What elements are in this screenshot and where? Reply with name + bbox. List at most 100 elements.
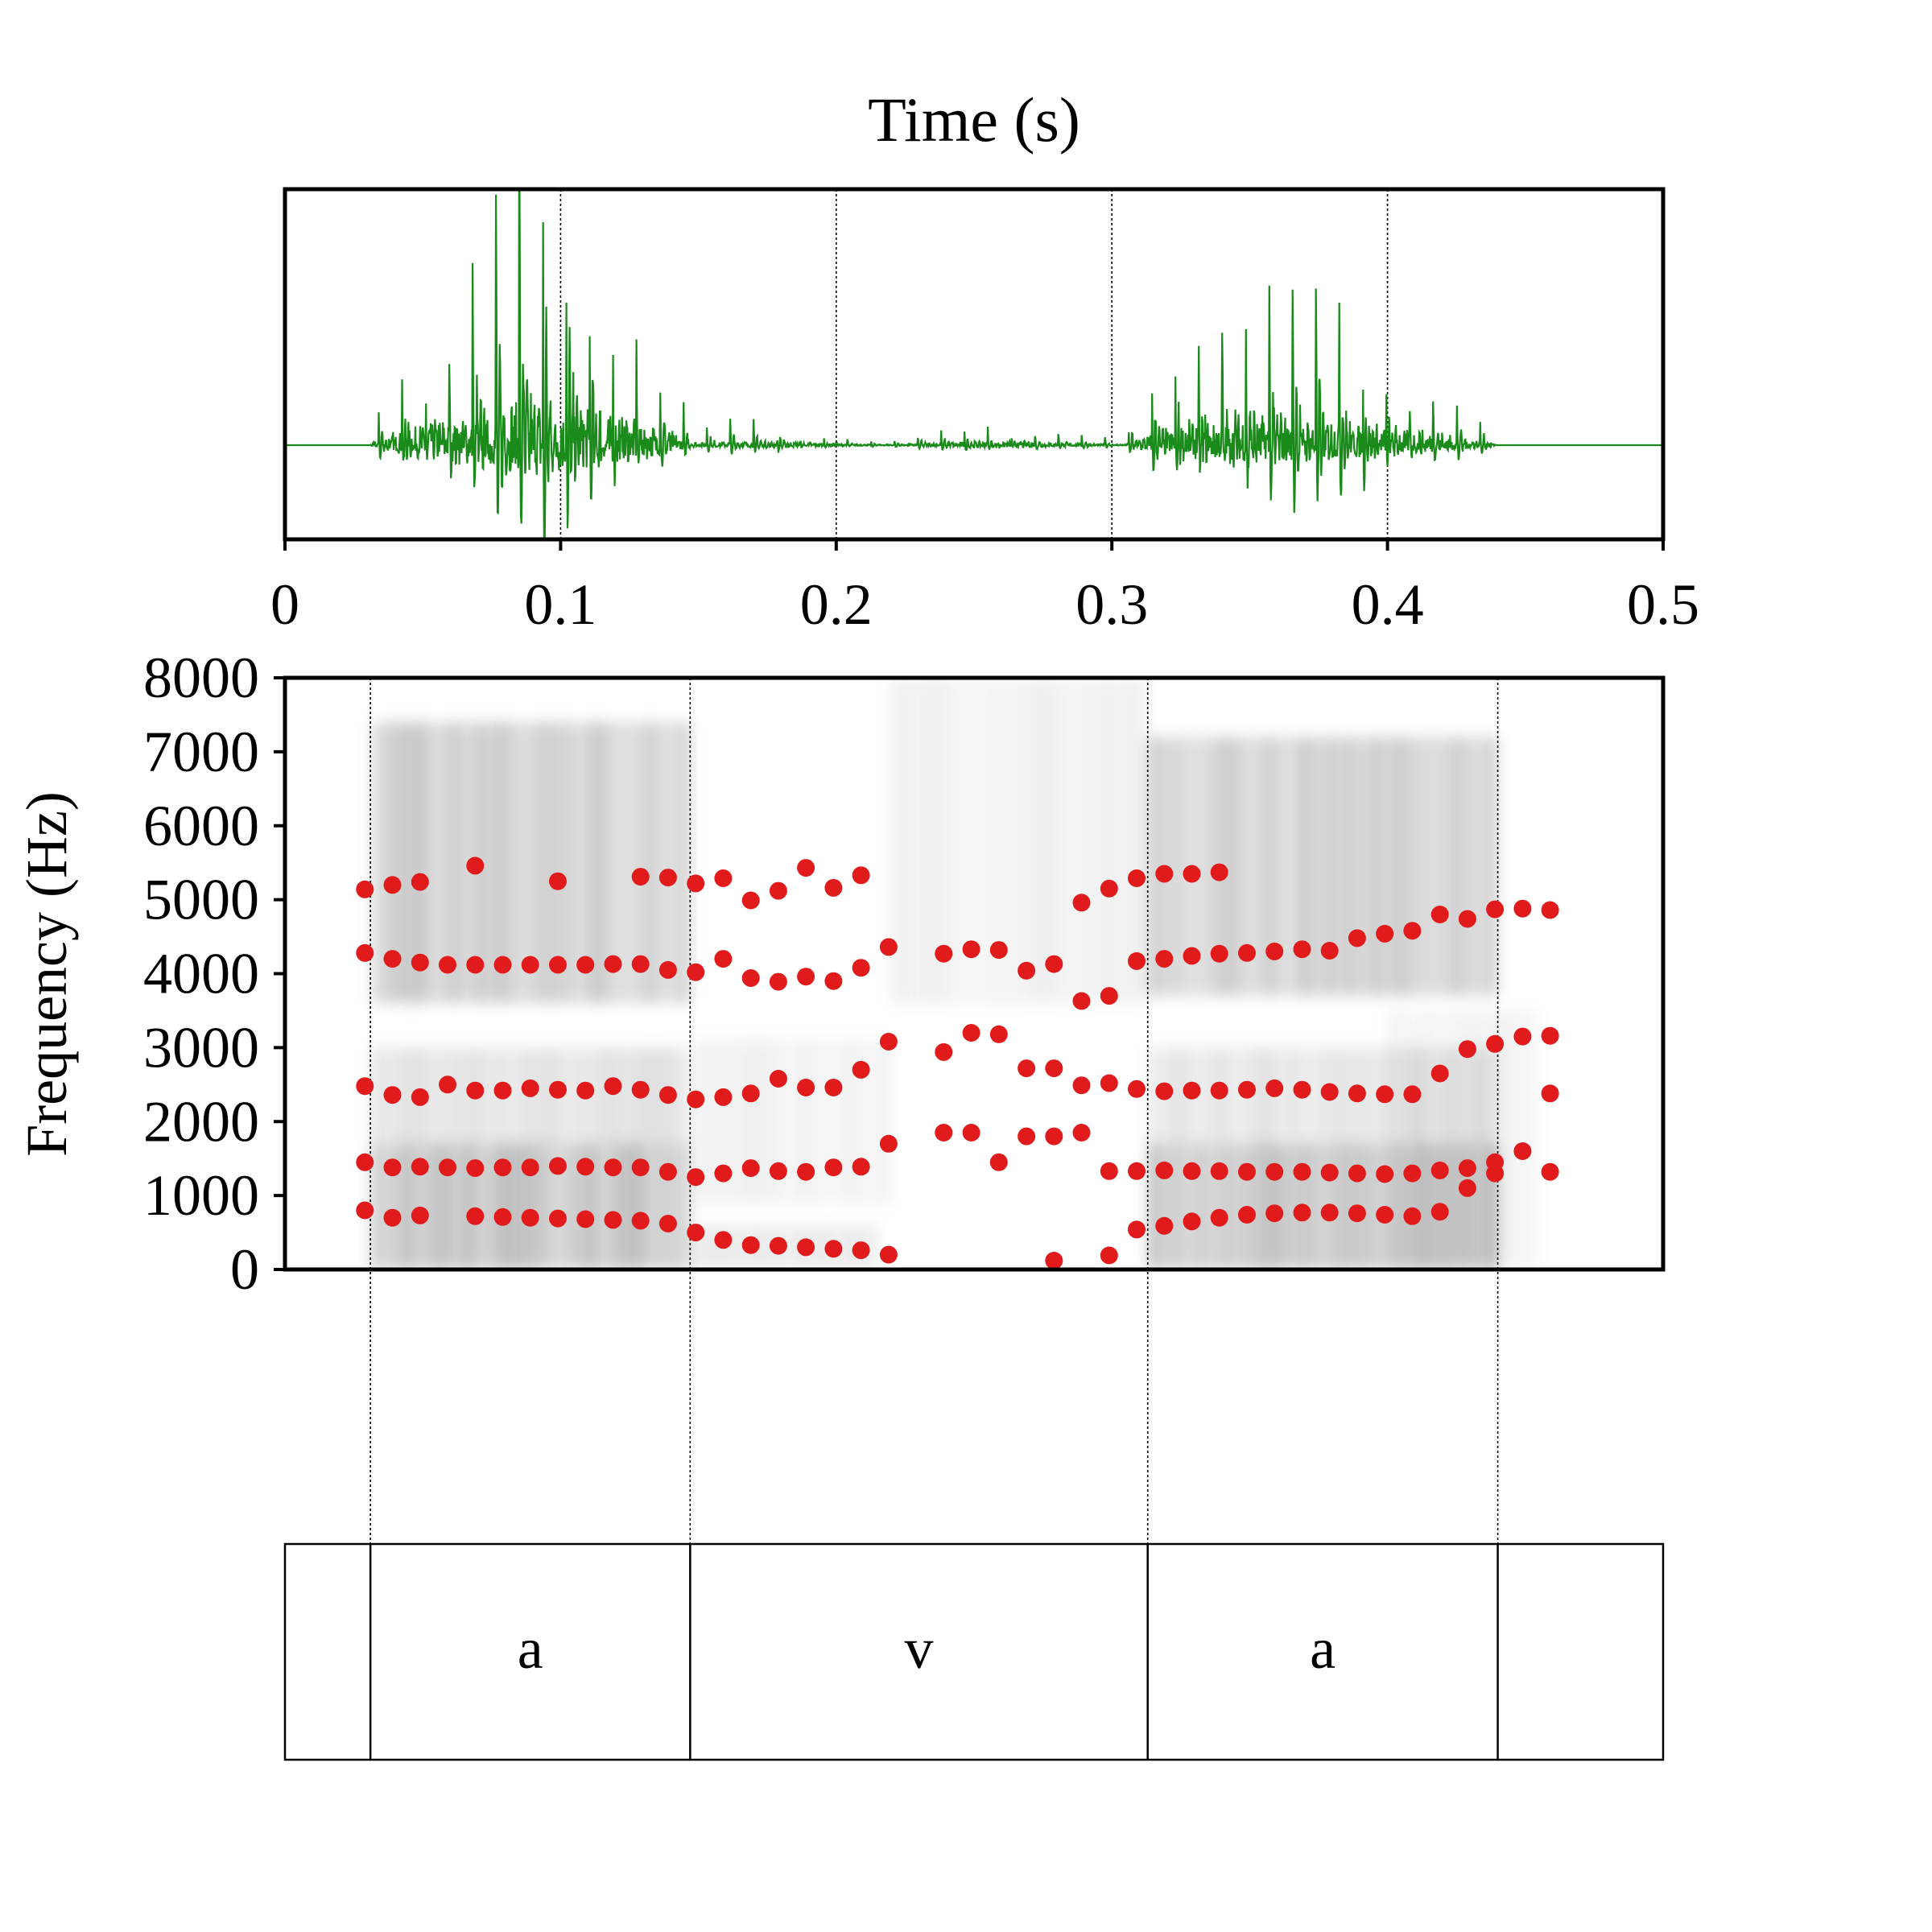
spectrogram-striation [580,1143,584,1269]
formant-point [1072,894,1091,912]
spectrogram-striation [1450,1010,1454,1269]
formant-point [493,1158,512,1177]
time-tick-label: 0.4 [1352,572,1424,637]
spectrogram-striation [1397,737,1401,997]
formant-point [1486,1153,1505,1171]
formant-point [1541,1026,1559,1045]
formant-point [658,1162,677,1181]
formant-point [549,872,567,890]
spectrogram-striation [1303,737,1307,997]
spectrogram-striation [511,1047,515,1144]
formant-point [687,1090,705,1108]
spectrogram-striation [1151,737,1156,997]
spectrogram-striation [557,722,561,1004]
formant-point [714,1231,733,1249]
spectrogram-striation [431,1047,436,1144]
formant-point [1348,1084,1366,1103]
formant-point [576,1081,595,1100]
formant-point [935,1042,953,1061]
spectrogram-striation [1151,1143,1156,1269]
formant-point [631,868,650,886]
formant-point [769,1070,787,1088]
formant-point [989,941,1008,960]
spectrogram-striation [386,1143,390,1269]
waveform-title: Time (s) [868,85,1080,155]
spectrogram-striation [1198,1143,1203,1269]
spectrogram-striation [1490,737,1494,997]
spectrogram-striation [374,722,378,1004]
spectrogram-striation [1151,1047,1156,1144]
time-tick-label: 0.1 [524,572,597,637]
spectrogram-striation [419,1143,424,1269]
spectrogram-striation [895,678,899,1004]
formant-point [1430,1203,1449,1221]
spectrogram-striation [789,1040,793,1203]
formant-point [769,1236,787,1255]
frequency-tick-label: 2000 [143,1089,259,1154]
formant-point [604,1158,622,1177]
formant-point [1128,869,1146,887]
formant-point [1403,1164,1422,1183]
spectrogram-striation [534,722,538,1004]
spectrogram-striation [812,1040,816,1203]
formant-point [466,1081,485,1100]
spectrogram-striation [824,1040,828,1203]
formant-point [714,950,733,968]
spectrogram-striation [1420,737,1424,997]
tier-interval-label: a [518,1616,543,1681]
formant-point [1541,1084,1559,1103]
formant-point [549,1157,567,1175]
spectrogram-striation [1373,1143,1377,1269]
formant-point [356,1077,374,1096]
spectrogram-striation [1198,1047,1203,1144]
formant-point [1183,1162,1201,1180]
spectrogram-striation [659,722,663,1004]
spectrogram-striation [465,1143,469,1269]
formant-point [1320,1203,1339,1222]
formant-point [521,956,539,974]
spectrogram-striation [1478,1047,1482,1144]
formant-point [1238,1162,1256,1181]
formant-point [1293,940,1311,959]
spectrogram-striation [1455,1143,1459,1269]
formant-point [549,1209,567,1228]
formant-point [1430,1161,1449,1179]
spectrogram-striation [1257,1047,1261,1144]
formant-point [576,1158,595,1176]
spectrogram-striation [1443,737,1447,997]
formant-point [576,956,595,974]
formant-point [1513,1027,1532,1046]
spectrogram-striation [1484,1010,1488,1269]
spectrogram-striation [717,1040,722,1203]
formant-point [1265,942,1284,960]
spectrogram-striation [1257,737,1261,997]
spectrogram-striation [1414,1010,1418,1269]
spectrogram-striation [765,1040,770,1203]
spectrogram-striation [930,678,935,1004]
spectrogram-striation [1373,737,1377,997]
formant-point [466,1159,485,1178]
spectrogram-striation [648,722,652,1004]
spectrogram-striation [419,722,424,1004]
spectrogram-boundaries [369,678,1499,1544]
spectrogram-striation [683,1047,687,1144]
spectrogram-striation [1012,678,1016,1004]
waveform-gridlines [559,189,1389,539]
formant-point [576,1210,595,1228]
spectrogram-striation [1403,1010,1407,1269]
spectrogram-striation [1490,1047,1494,1144]
spectrogram-striation [545,722,550,1004]
formant-point [1100,1074,1118,1092]
spectrogram-striation [1174,737,1179,997]
spectrogram-striation [374,1143,378,1269]
spectrogram-striation [872,1040,876,1203]
spectrogram-striation [741,1040,745,1203]
spectrogram-striation [454,722,458,1004]
spectrogram-striation [1473,1010,1477,1269]
spectrogram-striation [706,1040,710,1203]
formant-point [658,960,677,979]
spectrogram-striation [942,678,946,1004]
spectrogram-striation [534,1143,538,1269]
spectrogram-striation [1280,1047,1284,1144]
spectrogram-striation [488,1047,493,1144]
